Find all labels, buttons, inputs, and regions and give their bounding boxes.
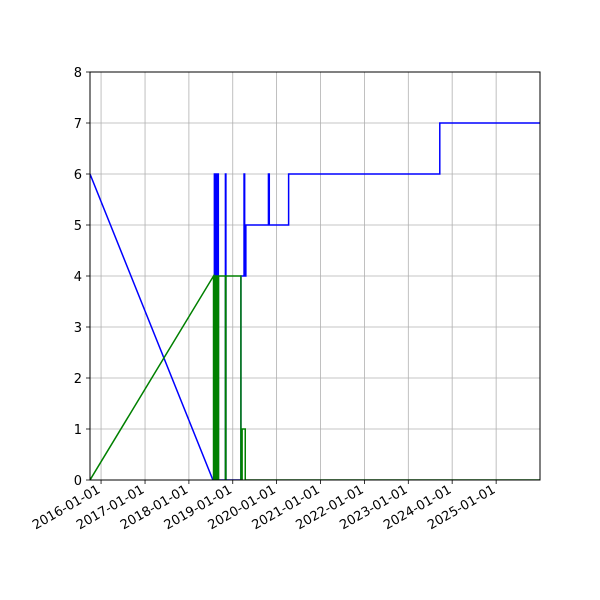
y-tick-label: 0 [74, 474, 82, 489]
y-tick-label: 6 [74, 168, 82, 183]
series-line-1 [90, 122, 540, 480]
series-line-2 [90, 273, 540, 480]
y-tick-label: 1 [74, 423, 82, 438]
y-tick-label: 4 [74, 270, 82, 285]
y-tick-label: 2 [74, 372, 82, 387]
y-tick-label: 3 [74, 321, 82, 336]
y-tick-label: 8 [74, 66, 82, 81]
series-group [90, 122, 540, 480]
y-tick-label: 5 [74, 219, 82, 234]
y-tick-label: 7 [74, 117, 82, 132]
